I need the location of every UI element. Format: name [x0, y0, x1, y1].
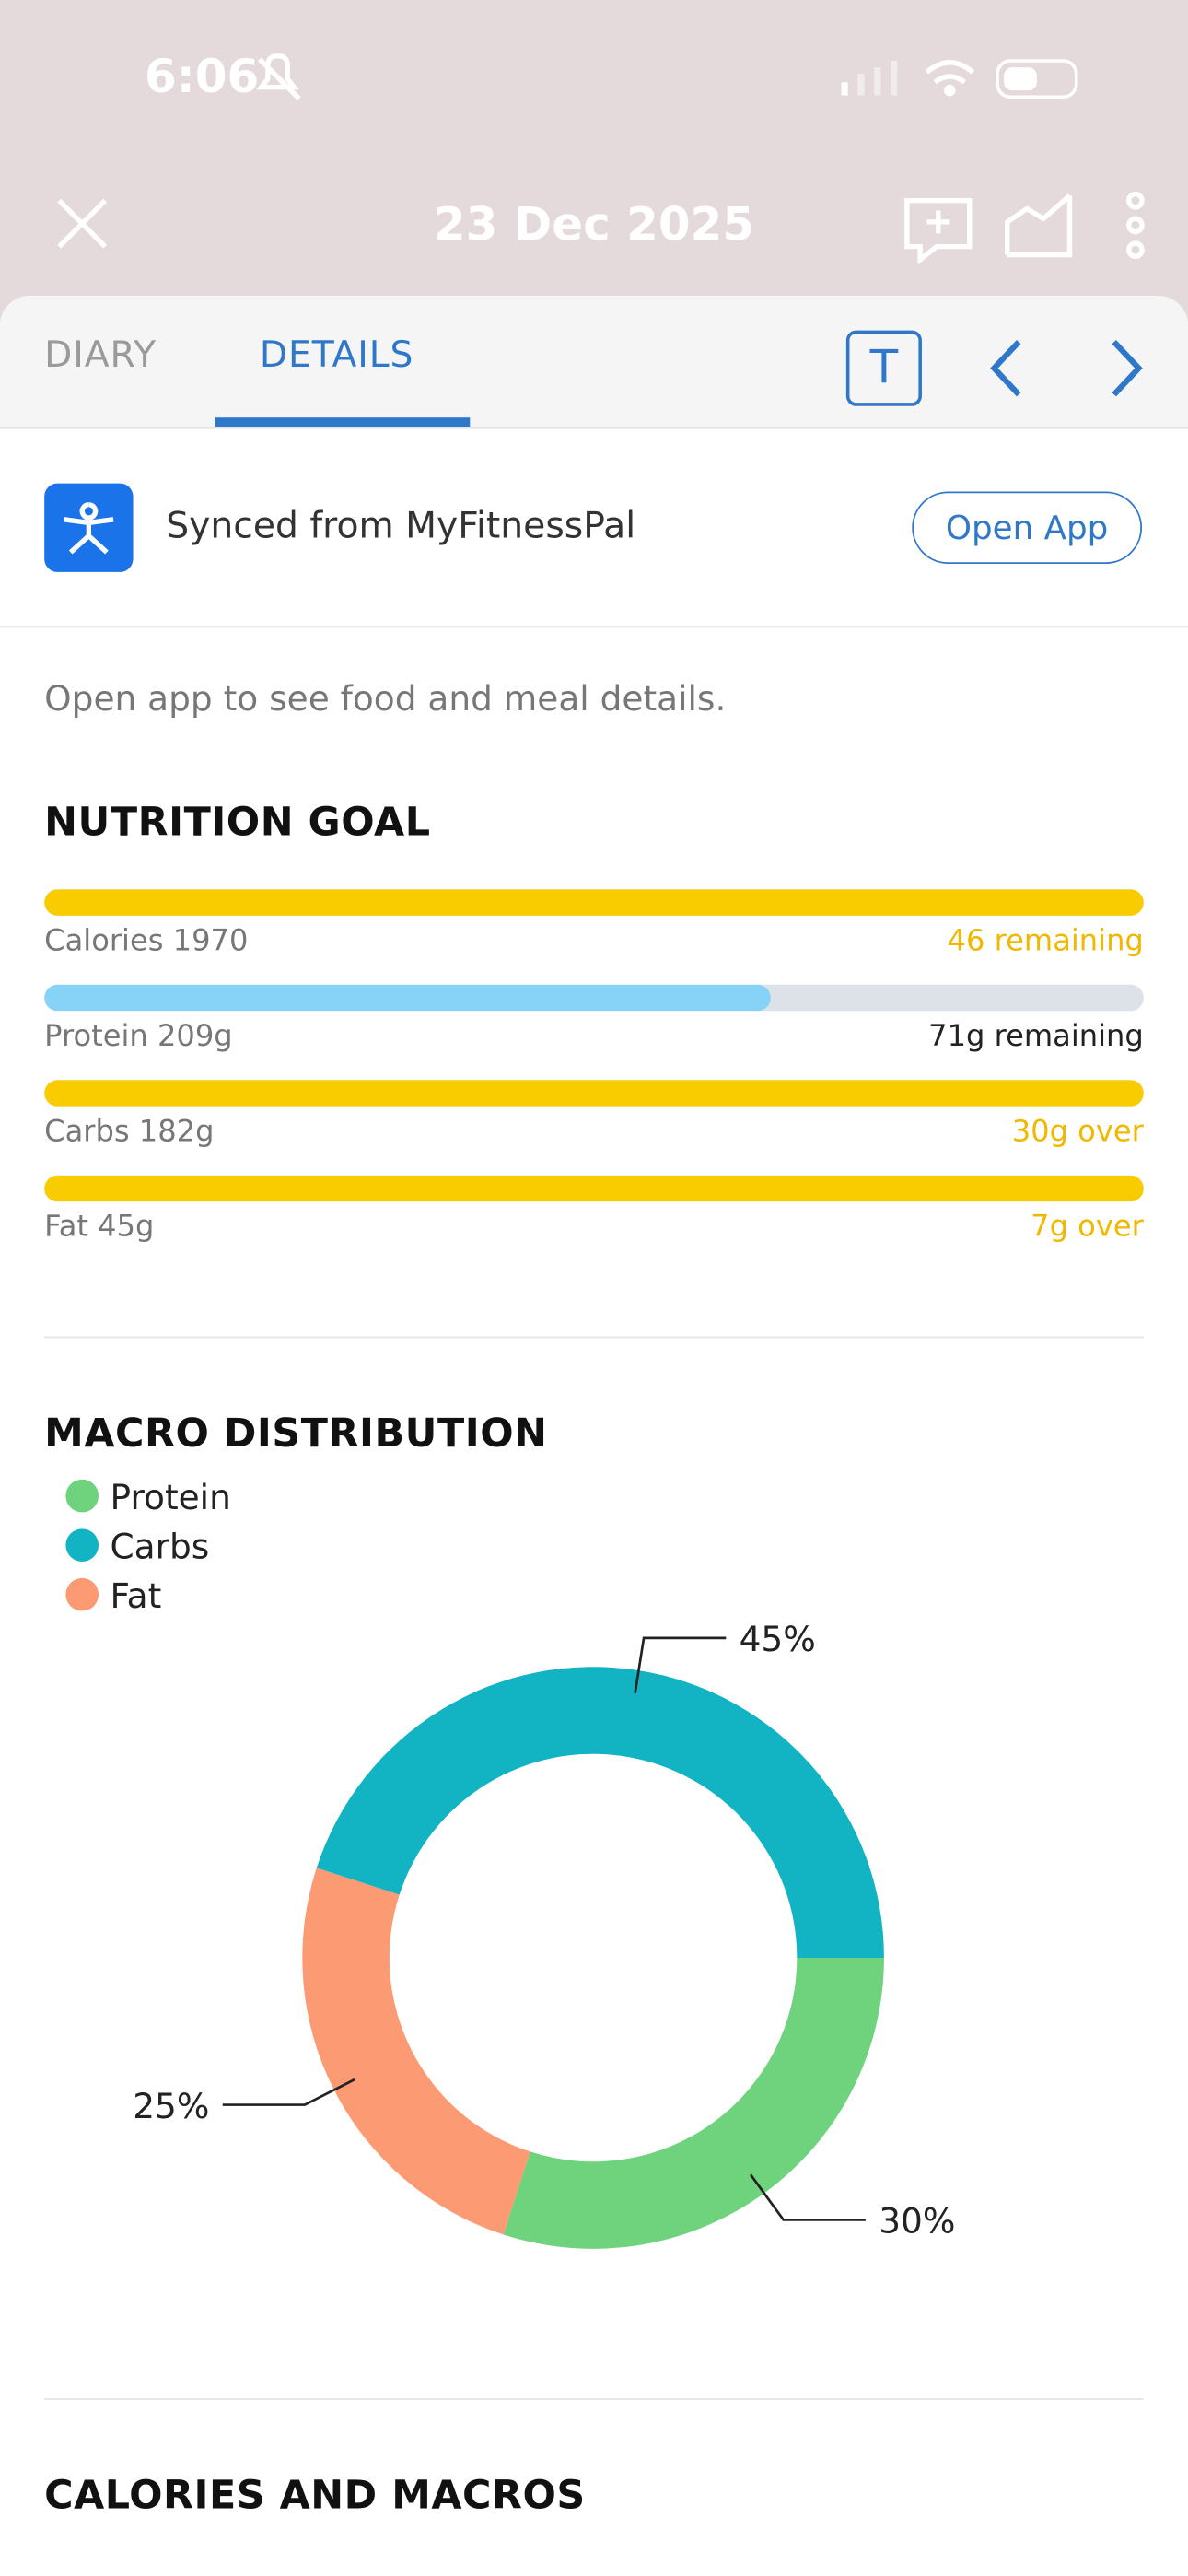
row-label: Protein 209g: [44, 1019, 233, 1054]
section-title: CALORIES AND MACROS: [44, 2472, 586, 2519]
leader-line: [634, 1636, 727, 1693]
tab-active[interactable]: DETAILS: [259, 334, 414, 377]
donut-slice: [503, 1958, 884, 2249]
value-label: 30%: [879, 2201, 955, 2242]
legend-label: Protein: [111, 1480, 231, 1517]
text-button[interactable]: T: [845, 330, 922, 406]
tab[interactable]: DIARY: [44, 334, 157, 377]
app-icon: [44, 483, 134, 572]
row-status: 7g over: [1031, 1210, 1144, 1245]
divider: [44, 1336, 1144, 1339]
progress-track: [44, 1080, 1144, 1107]
donut-slice: [316, 1667, 884, 1959]
donut-slice: [302, 1868, 530, 2235]
leader-line: [749, 2173, 866, 2221]
header-icons: [57, 53, 1145, 265]
section-title: NUTRITION GOAL: [44, 799, 431, 846]
progress-track: [44, 1175, 1144, 1202]
top-bar: 6:06 23 Dec 2025: [0, 0, 1188, 329]
sync-label: Synced from MyFitnessPal: [166, 506, 636, 548]
progress-fill: [44, 1175, 1144, 1202]
legend-label: Carbs: [111, 1526, 210, 1566]
content-sheet: DIARY DETAILS T Synced from MyFitnessPal…: [0, 296, 1188, 2576]
row-label: Fat 45g: [44, 1210, 155, 1245]
progress-track: [44, 984, 1144, 1012]
legend-swatch: [65, 1479, 99, 1513]
donut-chart: Protein Carbs Fat 30% 45% 25%: [65, 1479, 955, 2249]
row-status: 30g over: [1011, 1114, 1144, 1150]
tab-bar: DIARY DETAILS T: [0, 296, 1188, 429]
value-label: 45%: [740, 1619, 816, 1659]
value-label: 25%: [133, 2086, 209, 2126]
progress-fill: [44, 1080, 1144, 1107]
progress-fill: [44, 889, 1144, 916]
tab-indicator: [215, 417, 471, 427]
progress-fill: [44, 984, 770, 1012]
progress-track: [44, 889, 1144, 916]
row-label: Calories 1970: [44, 923, 249, 959]
open-app-button[interactable]: Open App: [912, 491, 1143, 564]
row-status: 46 remaining: [947, 923, 1144, 959]
leader-line: [222, 2078, 355, 2106]
divider: [0, 626, 1188, 628]
divider: [44, 2398, 1144, 2400]
legend-swatch: [65, 1528, 99, 1563]
nav-arrows[interactable]: [970, 335, 1150, 401]
note: Open app to see food and meal details.: [44, 678, 727, 719]
status-time: 6:06: [145, 49, 260, 104]
legend-swatch: [65, 1577, 99, 1611]
legend-label: Fat: [111, 1575, 162, 1616]
row-label: Carbs 182g: [44, 1114, 215, 1150]
chart-title: MACRO DISTRIBUTION: [44, 1410, 548, 1457]
header-date: 23 Dec 2025: [433, 197, 755, 252]
row-status: 71g remaining: [928, 1019, 1144, 1054]
